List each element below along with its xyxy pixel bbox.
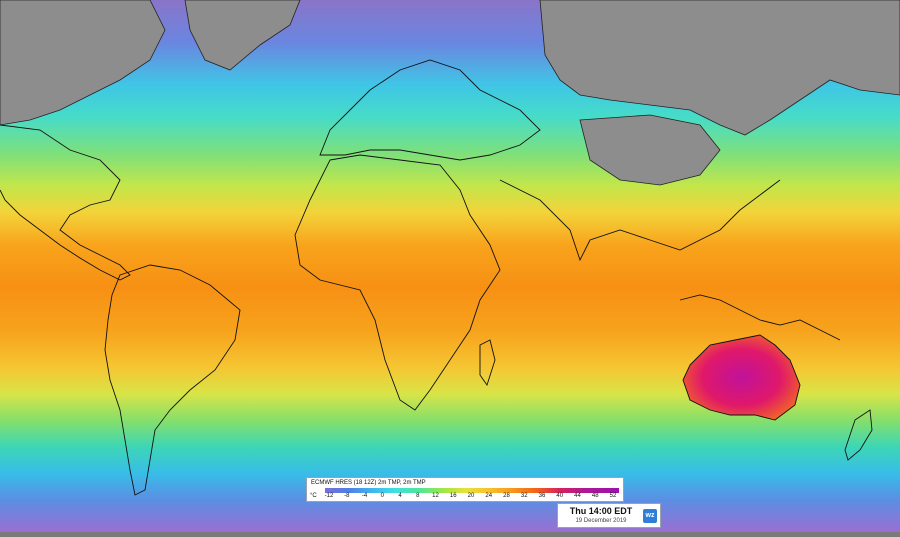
- no-data-land: [0, 0, 900, 186]
- asia-south-outline: [499, 179, 781, 262]
- legend-tick-label: 20: [467, 493, 475, 499]
- timestamp-date: 19 December 2019: [575, 518, 627, 524]
- south-america-outline: [104, 264, 241, 496]
- legend-tick-label: 12: [432, 493, 439, 499]
- africa-outline: [294, 154, 501, 411]
- timestamp-box: Thu 14:00 EDT 19 December 2019 wz: [557, 503, 661, 528]
- europe-outline: [319, 59, 541, 161]
- timestamp-time: Thu 14:00 EDT: [569, 506, 633, 516]
- new-zealand-outline: [844, 409, 873, 461]
- legend-tick-label: 16: [449, 493, 457, 499]
- greenland-landmass: [184, 0, 301, 71]
- madagascar-outline: [479, 339, 496, 387]
- weatherzone-logo[interactable]: wz: [643, 509, 657, 523]
- legend-tick-label: 36: [538, 493, 546, 499]
- legend-tick-label: 32: [520, 493, 528, 499]
- legend-tick-label: 28: [503, 493, 510, 499]
- legend-tick-label: -12: [324, 493, 334, 499]
- legend-tick-label: 8: [416, 493, 420, 499]
- north-america-north: [0, 0, 166, 126]
- land-borders: [0, 59, 873, 496]
- legend-tick-label: -8: [344, 493, 350, 499]
- legend-tick-label: 44: [574, 493, 581, 499]
- legend-tick-label: 0: [380, 493, 384, 499]
- legend-tick-label: 52: [609, 493, 617, 499]
- legend-tick-label: -4: [361, 493, 368, 499]
- temperature-legend: ECMWF HRES (18 12Z) 2m TMP, 2m TMP °C -1…: [306, 477, 624, 502]
- legend-tick-label: 40: [556, 493, 564, 499]
- indonesia-outline: [679, 294, 841, 341]
- legend-color-bar: [325, 488, 619, 493]
- legend-tick-label: 48: [591, 493, 599, 499]
- central-asia-landmass: [579, 114, 721, 186]
- legend-unit: °C: [310, 493, 317, 499]
- siberia-landmass: [539, 0, 900, 136]
- legend-tick-label: 4: [398, 493, 402, 499]
- legend-title: ECMWF HRES (18 12Z) 2m TMP, 2m TMP: [311, 480, 426, 486]
- legend-tick-label: 24: [485, 493, 493, 499]
- australia-landmass: [682, 334, 801, 421]
- north-america-outline: [0, 124, 131, 281]
